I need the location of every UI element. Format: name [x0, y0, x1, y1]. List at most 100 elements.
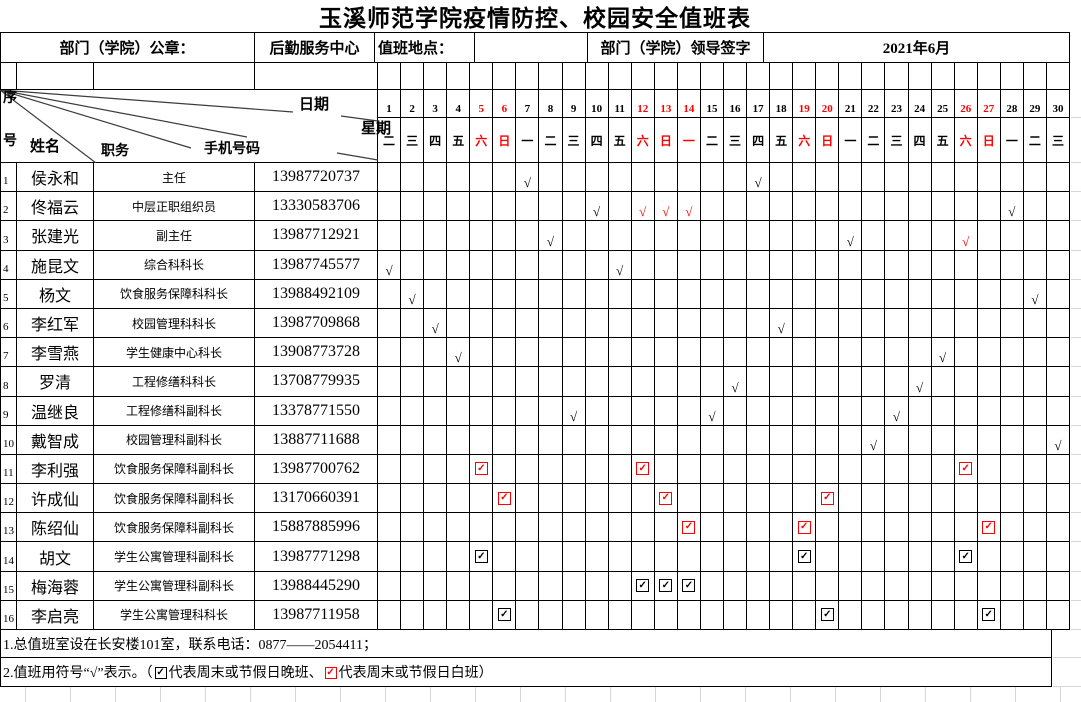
person-phone-10: 13887711688	[255, 425, 378, 455]
duty-check-icon: √	[1054, 437, 1062, 453]
duty-cell-r2-d25	[931, 192, 955, 222]
row-seq-10: 10	[0, 425, 17, 455]
corner-label-date: 日期	[299, 97, 330, 113]
person-phone-4: 13987745577	[255, 250, 378, 280]
duty-cell-r12-d15	[700, 484, 724, 514]
date-header-7: 7	[516, 90, 540, 118]
duty-check-icon: √	[846, 233, 854, 249]
spacer-cell-left-0	[0, 63, 17, 90]
duty-cell-r9-d7	[516, 396, 540, 426]
duty-cell-r13-d12	[631, 513, 655, 543]
duty-cell-r9-d14	[677, 396, 701, 426]
duty-cell-r12-d4	[447, 484, 471, 514]
spacer-cell-day-28	[1000, 63, 1024, 90]
duty-cell-r16-d12	[631, 600, 655, 630]
duty-cell-r14-d11	[608, 542, 632, 572]
duty-cell-r11-d1	[378, 454, 402, 485]
duty-cell-r10-d28	[1000, 425, 1024, 455]
duty-cell-r12-d16	[724, 484, 748, 514]
spacer-cell-day-8	[539, 63, 563, 90]
duty-cell-r7-d1	[378, 338, 402, 368]
duty-cell-r1-d26	[954, 163, 978, 193]
duty-cell-r5-d12	[631, 279, 655, 309]
duty-cell-r10-d10	[585, 425, 609, 455]
duty-cell-r4-d12	[631, 250, 655, 280]
duty-cell-r12-d28	[1000, 484, 1024, 514]
duty-cell-r6-d2	[401, 308, 425, 339]
duty-cell-r16-d13	[654, 600, 678, 630]
duty-cell-r15-d5	[470, 571, 494, 601]
note-2-end: 代表周末或节假日白班）	[338, 666, 493, 681]
duty-cell-r10-d18	[770, 425, 794, 455]
gridline-stub	[1071, 453, 1081, 455]
weekday-header-28: 一	[1000, 118, 1024, 163]
duty-cell-r14-d14	[677, 542, 701, 572]
duty-cell-r3-d20	[816, 221, 840, 251]
duty-cell-r5-d27	[977, 279, 1001, 309]
duty-cell-r11-d26: ✓	[954, 454, 978, 485]
duty-checkbox-red-icon: ✓	[497, 491, 511, 505]
duty-cell-r13-d20	[816, 513, 840, 543]
duty-cell-r15-d2	[401, 571, 425, 601]
duty-cell-r10-d11	[608, 425, 632, 455]
duty-cell-r15-d12: ✓	[631, 571, 655, 601]
duty-cell-r3-d23	[885, 221, 909, 251]
weekday-header-10: 四	[585, 118, 609, 163]
gridline-stub	[1071, 337, 1081, 339]
spacer-cell-day-13	[654, 63, 678, 90]
duty-cell-r6-d14	[677, 308, 701, 339]
gridline-stub	[700, 687, 701, 702]
duty-cell-r1-d19	[793, 163, 817, 193]
gridline-stub	[835, 687, 836, 702]
duty-cell-r1-d15	[700, 163, 724, 193]
duty-cell-r2-d11	[608, 192, 632, 222]
spacer-cell-day-6	[493, 63, 517, 90]
duty-cell-r12-d9	[562, 484, 586, 514]
duty-cell-r2-d17	[747, 192, 771, 222]
person-phone-6: 13987709868	[255, 308, 378, 339]
duty-cell-r8-d4	[447, 367, 471, 397]
date-header-16: 16	[724, 90, 748, 118]
duty-cell-r3-d2	[401, 221, 425, 251]
duty-check-icon: √	[777, 321, 785, 337]
duty-cell-r15-d18	[770, 571, 794, 601]
weekday-header-6: 日	[493, 118, 517, 163]
duty-cell-r16-d26	[954, 600, 978, 630]
duty-cell-r7-d23	[885, 338, 909, 368]
duty-cell-r12-d30	[1046, 484, 1070, 514]
duty-cell-r15-d10	[585, 571, 609, 601]
duty-cell-r1-d1	[378, 163, 402, 193]
duty-cell-r3-d7	[516, 221, 540, 251]
duty-cell-r15-d25	[931, 571, 955, 601]
weekday-header-5: 六	[470, 118, 494, 163]
duty-cell-r2-d1	[378, 192, 402, 222]
date-header-2: 2	[401, 90, 425, 118]
person-phone-15: 13988445290	[255, 571, 378, 601]
spacer-cell-day-1	[378, 63, 402, 90]
duty-cell-r14-d28	[1000, 542, 1024, 572]
person-phone-13: 15887885996	[255, 513, 378, 543]
duty-cell-r9-d20	[816, 396, 840, 426]
duty-cell-r12-d1	[378, 484, 402, 514]
weekday-header-15: 二	[700, 118, 724, 163]
duty-cell-r1-d22	[862, 163, 886, 193]
weekday-header-12: 六	[631, 118, 655, 163]
duty-cell-r16-d6: ✓	[493, 600, 517, 630]
duty-cell-r5-d1	[378, 279, 402, 309]
duty-cell-r13-d2	[401, 513, 425, 543]
gridline-stub	[1071, 570, 1081, 572]
duty-cell-r8-d18	[770, 367, 794, 397]
duty-cell-r2-d23	[885, 192, 909, 222]
duty-cell-r3-d29	[1023, 221, 1047, 251]
spacer-cell-day-21	[839, 63, 863, 90]
duty-cell-r15-d8	[539, 571, 563, 601]
duty-cell-r7-d14	[677, 338, 701, 368]
duty-cell-r16-d1	[378, 600, 402, 630]
duty-cell-r4-d19	[793, 250, 817, 280]
gridline-stub	[655, 687, 656, 702]
duty-cell-r6-d11	[608, 308, 632, 339]
date-header-22: 22	[862, 90, 886, 118]
duty-cell-r2-d15	[700, 192, 724, 222]
duty-cell-r14-d7	[516, 542, 540, 572]
duty-cell-r8-d15	[700, 367, 724, 397]
